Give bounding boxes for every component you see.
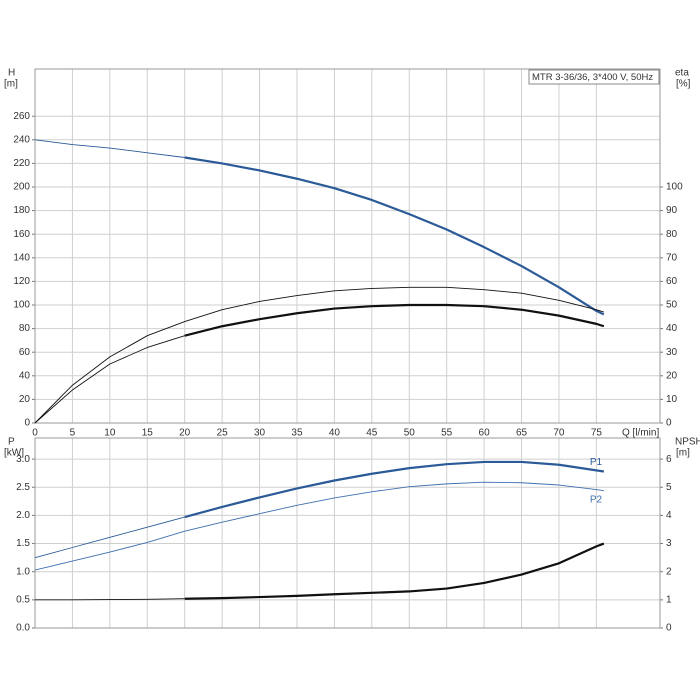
x-tick-label: 70 xyxy=(553,428,565,439)
plot-frame xyxy=(34,68,661,424)
x-tick-label: 15 xyxy=(142,428,154,439)
y2-tick-label: 30 xyxy=(666,347,678,358)
y2-tick-label: 70 xyxy=(666,252,678,263)
y-tick-label: 240 xyxy=(13,134,30,145)
y-tick-label: 200 xyxy=(13,182,30,193)
curve xyxy=(184,156,605,316)
y2-tick-label: 6 xyxy=(666,454,672,465)
y-tick-label: 100 xyxy=(13,300,30,311)
y-tick-label: 180 xyxy=(13,205,30,216)
curve xyxy=(184,542,605,600)
x-tick-label: 5 xyxy=(70,428,76,439)
x-tick-label: 20 xyxy=(179,428,191,439)
x-tick-label: 40 xyxy=(329,428,341,439)
title-box xyxy=(528,69,660,85)
y-tick-label: 2.5 xyxy=(16,482,30,493)
y-axis-label: H xyxy=(8,68,15,79)
y-tick-label: 20 xyxy=(19,394,31,405)
y-tick-label: 3.0 xyxy=(16,454,30,465)
y-tick-label: 2.0 xyxy=(16,510,30,521)
x-tick-label: 75 xyxy=(591,428,603,439)
y-axis-unit: [kW] xyxy=(4,448,24,459)
curve-thin xyxy=(34,335,185,424)
y-tick-label: 160 xyxy=(13,229,30,240)
y-tick-label: 60 xyxy=(19,347,31,358)
y2-tick-label: 0 xyxy=(666,418,672,429)
y2-tick-label: 0 xyxy=(666,623,672,634)
y2-tick-label: 20 xyxy=(666,370,678,381)
y2-axis-label: NPSH xyxy=(675,437,700,448)
y2-tick-label: 100 xyxy=(666,182,683,193)
y2-tick-label: 90 xyxy=(666,205,678,216)
x-tick-label: 60 xyxy=(479,428,491,439)
y-tick-label: 140 xyxy=(13,252,30,263)
x-tick-label: 65 xyxy=(516,428,528,439)
x-tick-label: 50 xyxy=(404,428,416,439)
series-label: P2 xyxy=(590,494,603,505)
curve xyxy=(184,460,605,519)
y2-tick-label: 80 xyxy=(666,229,678,240)
y2-axis-unit: [%] xyxy=(676,79,691,90)
curve xyxy=(34,286,604,424)
plot-frame xyxy=(34,437,661,629)
y-tick-label: 120 xyxy=(13,276,30,287)
y-tick-label: 0.5 xyxy=(16,594,30,605)
y-tick-label: 1.5 xyxy=(16,538,30,549)
x-tick-label: 0 xyxy=(32,428,38,439)
y2-tick-label: 5 xyxy=(666,482,672,493)
y2-tick-label: 1 xyxy=(666,594,672,605)
y-tick-label: 1.0 xyxy=(16,566,30,577)
y2-tick-label: 10 xyxy=(666,394,678,405)
curve xyxy=(34,481,604,571)
y-tick-label: 40 xyxy=(19,370,31,381)
curve-thin xyxy=(35,598,185,601)
curve-thin xyxy=(34,139,185,158)
y-tick-label: 0.0 xyxy=(16,623,30,634)
y-tick-label: 260 xyxy=(13,111,30,122)
x-tick-label: 35 xyxy=(291,428,303,439)
y2-tick-label: 60 xyxy=(666,276,678,287)
series-label: P1 xyxy=(590,457,603,468)
y-axis-label: P xyxy=(8,437,15,448)
y2-axis-unit: [m] xyxy=(676,448,690,459)
x-tick-label: 25 xyxy=(217,428,229,439)
y2-tick-label: 3 xyxy=(666,538,672,549)
y2-tick-label: 50 xyxy=(666,300,678,311)
y-axis-unit: [m] xyxy=(4,79,18,90)
curve-thin xyxy=(34,516,185,559)
y2-tick-label: 40 xyxy=(666,323,678,334)
x-tick-label: 10 xyxy=(104,428,116,439)
y2-axis-label: eta xyxy=(675,68,689,79)
curve xyxy=(184,303,605,337)
y2-tick-label: 2 xyxy=(666,566,672,577)
chart-title: MTR 3-36/36, 3*400 V, 50Hz xyxy=(532,72,653,83)
y-tick-label: 220 xyxy=(13,158,30,169)
x-tick-label: 30 xyxy=(254,428,266,439)
x-tick-label: 45 xyxy=(366,428,378,439)
y2-tick-label: 4 xyxy=(666,510,672,521)
y-tick-label: 0 xyxy=(24,418,30,429)
y-tick-label: 80 xyxy=(19,323,31,334)
x-tick-label: 55 xyxy=(441,428,453,439)
x-axis-label: Q [l/min] xyxy=(622,428,659,439)
